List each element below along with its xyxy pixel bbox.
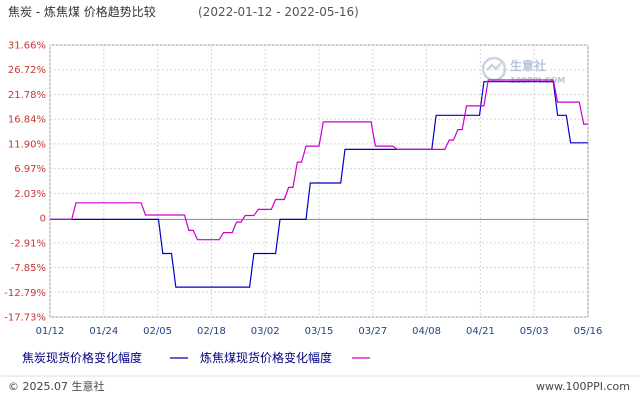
y-tick-label: -7.85% (11, 263, 46, 274)
x-tick-label: 01/24 (89, 326, 118, 337)
y-tick-label: -12.79% (4, 288, 46, 299)
series-line-1 (50, 81, 588, 288)
x-tick-label: 02/05 (143, 326, 172, 337)
legend-series-1-label: 焦炭现货价格变化幅度 (22, 350, 142, 365)
y-tick-label: 11.90% (8, 139, 46, 150)
series-line-2 (50, 79, 588, 241)
y-axis-ticks: 31.66% 26.72% 21.78% 16.84% 11.90% 6.97% 2.03%… (4, 41, 46, 324)
x-tick-label: 05/16 (574, 326, 603, 337)
series-lines (50, 79, 588, 288)
y-tick-label: 31.66% (8, 41, 46, 52)
footer-copyright: © 2025.07 生意社 (8, 379, 104, 393)
y-tick-label: 26.72% (8, 65, 46, 76)
chart-title: 焦炭 - 炼焦煤 价格趋势比较 (8, 4, 156, 19)
y-tick-label: 16.84% (8, 115, 46, 126)
x-tick-label: 04/21 (466, 326, 495, 337)
chart-date-range: (2022-01-12 - 2022-05-16) (198, 5, 359, 19)
y-tick-label: -2.91% (11, 238, 46, 249)
grid-lines (49, 44, 589, 318)
y-tick-label: 21.78% (8, 90, 46, 101)
x-tick-label: 03/15 (305, 326, 334, 337)
legend-series-2-label: 炼焦煤现货价格变化幅度 (200, 350, 332, 365)
y-tick-label: 6.97% (14, 164, 46, 175)
x-tick-label: 01/12 (36, 326, 65, 337)
y-tick-label: 0 (40, 214, 46, 225)
x-tick-label: 03/27 (358, 326, 387, 337)
watermark-name: 生意社 (510, 58, 546, 73)
x-tick-label: 05/03 (520, 326, 549, 337)
x-axis-ticks: 01/12 01/24 02/05 02/18 03/02 03/15 03/27 04/08… (36, 326, 603, 337)
x-tick-label: 04/08 (412, 326, 441, 337)
x-tick-label: 03/02 (251, 326, 280, 337)
y-tick-label: 2.03% (14, 189, 46, 200)
footer-site-link[interactable]: www.100PPI.com (536, 380, 630, 393)
x-tick-label: 02/18 (197, 326, 226, 337)
y-tick-label: -17.73% (4, 313, 46, 324)
legend: 焦炭现货价格变化幅度 炼焦煤现货价格变化幅度 (22, 350, 370, 365)
